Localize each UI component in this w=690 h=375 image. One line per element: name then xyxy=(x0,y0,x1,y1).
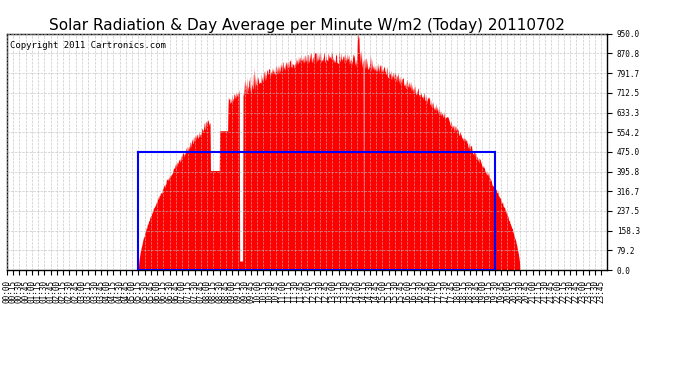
Text: Copyright 2011 Cartronics.com: Copyright 2011 Cartronics.com xyxy=(10,41,166,50)
Title: Solar Radiation & Day Average per Minute W/m2 (Today) 20110702: Solar Radiation & Day Average per Minute… xyxy=(49,18,565,33)
